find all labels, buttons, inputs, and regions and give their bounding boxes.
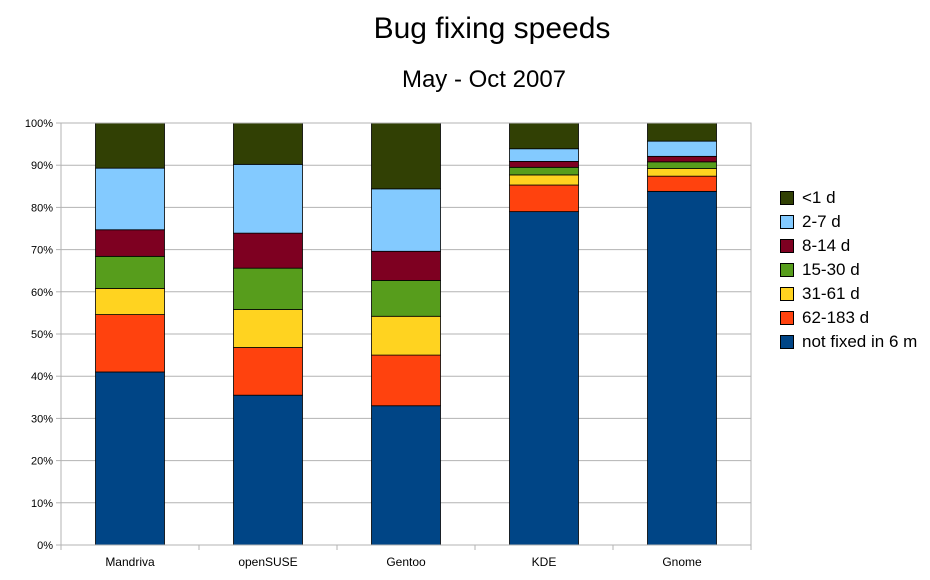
y-tick-label: 50% [31,329,53,341]
legend-swatch [780,335,794,349]
bar-segment-kde-1 [509,184,579,213]
bar-segment-mandriva-1 [95,314,165,373]
bar-segment-kde-4 [509,161,579,168]
y-tick-label: 80% [31,202,53,214]
y-tick-label: 60% [31,287,53,299]
bar-segment-gnome-5 [647,140,717,157]
bar-segment-opensuse-1 [233,347,303,396]
bar-segment-gnome-4 [647,155,717,163]
chart-title: Bug fixing speeds [373,12,611,45]
x-category-label: Mandriva [105,555,155,569]
legend-label: not fixed in 6 m [802,332,918,351]
legend-label: 2-7 d [802,212,841,231]
legend-item: 31-61 d [780,282,917,306]
legend-swatch [780,215,794,229]
bar-segment-gentoo-1 [371,354,441,407]
plot-area-border [60,122,752,546]
legend-item: 62-183 d [780,306,917,330]
bar-segment-mandriva-4 [95,229,165,257]
y-tick-label: 40% [31,371,53,383]
bar-segment-opensuse-5 [233,163,303,234]
bar-segment-kde-3 [509,166,579,176]
bar-segment-kde-5 [509,148,579,162]
bar-segment-opensuse-6 [233,122,303,165]
y-tick-label: 90% [31,160,53,172]
y-tick-label: 70% [31,245,53,257]
y-tick-label: 30% [31,413,53,425]
legend: <1 d 2-7 d 8-14 d 15-30 d 31-61 d 62-183 d not… [780,186,917,354]
y-tick-label: 20% [31,456,53,468]
x-category-label: Gnome [662,555,702,569]
legend-swatch [780,287,794,301]
bar-segment-gnome-2 [647,168,717,177]
y-tick-label: 10% [31,498,53,510]
bar-segment-gentoo-5 [371,188,441,252]
bar-segment-gentoo-2 [371,315,441,356]
legend-item: 15-30 d [780,258,917,282]
legend-swatch [780,263,794,277]
x-category-label: Gentoo [386,555,426,569]
legend-swatch [780,311,794,325]
bar-segment-gnome-0 [647,190,717,546]
x-category-label: openSUSE [238,555,297,569]
bar-segment-mandriva-0 [95,371,165,546]
bar-segment-gentoo-3 [371,280,441,317]
bar-segment-gentoo-6 [371,122,441,190]
bar-segment-mandriva-5 [95,167,165,231]
bar-segment-mandriva-2 [95,288,165,315]
bar-segment-opensuse-4 [233,232,303,269]
legend-label: 31-61 d [802,284,860,303]
bar-segment-opensuse-0 [233,394,303,546]
bar-segment-opensuse-2 [233,309,303,348]
legend-item: <1 d [780,186,917,210]
legend-label: <1 d [802,188,836,207]
y-tick-label: 0% [37,540,53,552]
legend-item: 2-7 d [780,210,917,234]
bar-segment-gnome-6 [647,122,717,142]
x-category-label: KDE [532,555,557,569]
legend-label: 8-14 d [802,236,851,255]
bar-segment-opensuse-3 [233,267,303,310]
legend-label: 62-183 d [802,308,870,327]
y-tick-label: 100% [25,118,53,130]
legend-swatch [780,191,794,205]
legend-swatch [780,239,794,253]
bar-segment-kde-0 [509,211,579,546]
bar-segment-kde-2 [509,174,579,186]
chart-subtitle: May - Oct 2007 [401,66,567,93]
bar-segment-gnome-3 [647,161,717,169]
bar-segment-kde-6 [509,122,579,150]
bar-segment-gentoo-0 [371,405,441,546]
legend-item: 8-14 d [780,234,917,258]
bar-segment-mandriva-6 [95,122,165,169]
bar-segment-gentoo-4 [371,250,441,281]
bar-segment-gnome-1 [647,175,717,192]
bar-segment-mandriva-3 [95,255,165,289]
legend-item: not fixed in 6 m [780,330,917,354]
legend-label: 15-30 d [802,260,860,279]
